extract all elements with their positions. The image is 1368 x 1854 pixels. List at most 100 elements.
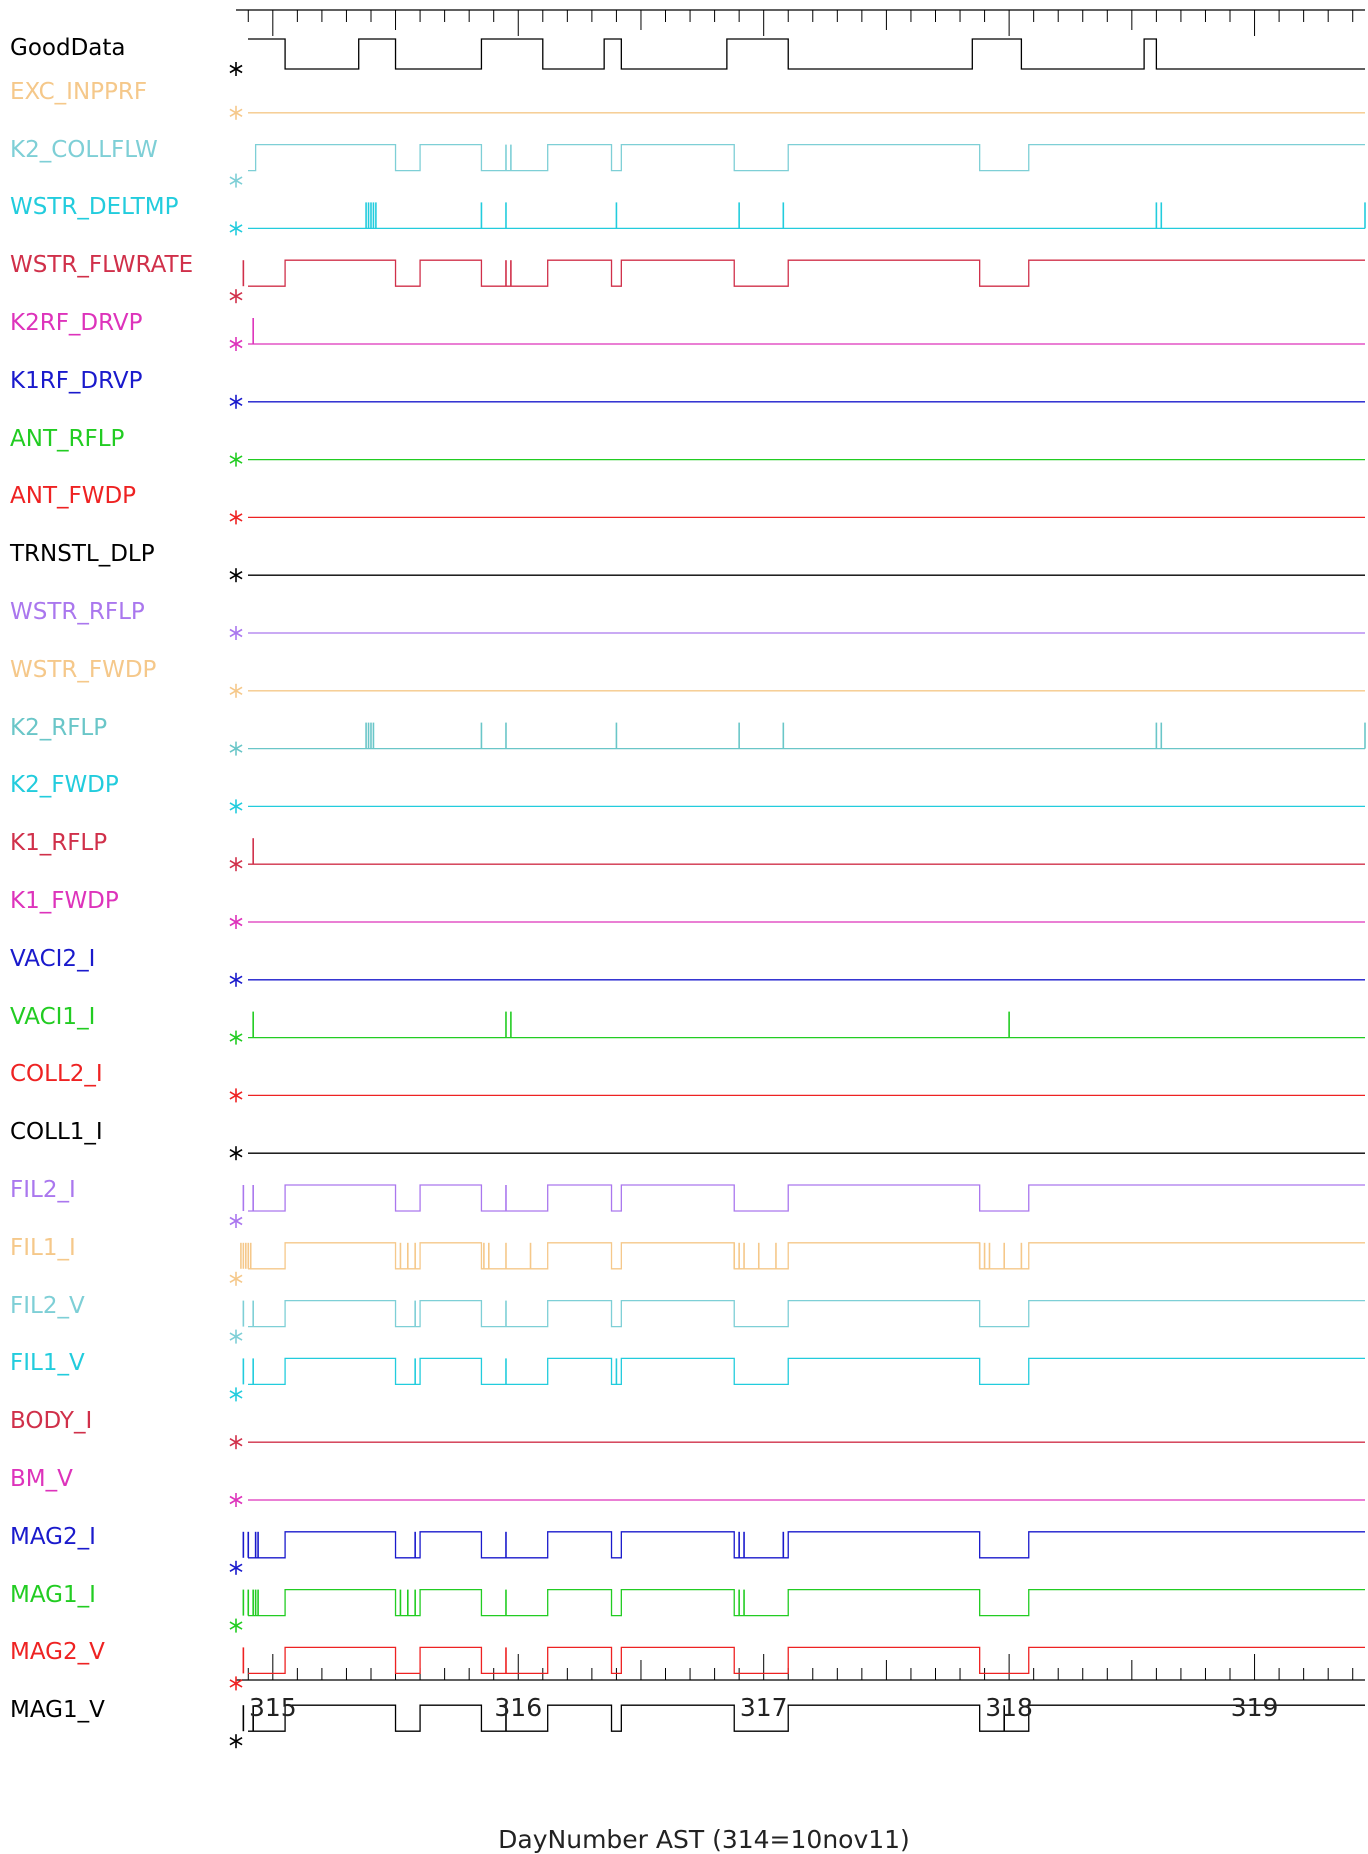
start-marker [229,915,243,929]
trace-label-fil2-i: FIL2_I [10,1177,76,1203]
trace-label-ant-rflp: ANT_RFLP [10,425,125,452]
start-marker [229,1618,243,1633]
start-marker-stroke [229,1216,243,1226]
start-marker-stroke [229,339,243,349]
start-marker-stroke [229,64,243,74]
start-marker [229,1493,243,1507]
start-marker-stroke [229,1091,243,1100]
start-marker-stroke [229,860,243,869]
start-marker-stroke [229,292,243,301]
x-tick-label: 315 [248,1693,297,1722]
start-marker [229,62,243,76]
trace-label-k1rf-drvp: K1RF_DRVP [10,367,143,394]
start-marker-stroke [229,1274,243,1283]
start-marker-stroke [229,744,243,753]
trace-line [248,1531,1365,1559]
start-marker-stroke [229,917,243,927]
trace-line [248,1184,1365,1212]
x-axis-title: DayNumber AST (314=10nov11) [498,1825,910,1854]
trace-line [248,1704,1365,1732]
trace-label-wstr-flwrate: WSTR_FLWRATE [10,252,194,279]
start-marker [229,568,243,583]
start-marker [229,1560,243,1575]
trace-label-vaci1-i: VACI1_I [10,1003,96,1030]
trace-line [248,1588,1365,1617]
start-marker [229,799,243,814]
trace-label-coll2-i: COLL2_I [10,1061,103,1088]
start-marker-stroke [229,108,243,117]
start-marker [229,1734,243,1749]
start-marker [229,173,243,188]
start-marker-stroke [229,802,243,811]
start-marker [229,972,243,987]
trace-label-vaci2-i: VACI2_I [10,945,96,972]
trace-label-fil1-i: FIL1_I [10,1234,76,1261]
trace-label-coll1-i: COLL1_I [10,1119,103,1146]
trace-label-k2-fwdp: K2_FWDP [10,772,119,799]
start-marker-stroke [229,513,243,522]
trace-label-k1-fwdp: K1_FWDP [10,888,119,914]
trace-label-fil2-v: FIL2_V [10,1292,85,1319]
start-marker-stroke [229,686,243,695]
start-marker [229,1676,243,1691]
start-marker-stroke [229,224,243,233]
x-tick-label: 317 [739,1693,788,1722]
start-marker [229,1387,243,1402]
start-marker-stroke [229,1495,243,1505]
trace-line [248,259,1365,287]
start-marker [229,741,243,756]
trace-line [248,1646,1365,1675]
trace-label-gooddata: GoodData [10,35,126,61]
start-marker-stroke [229,975,243,984]
trace-label-body-i: BODY_I [10,1408,93,1435]
start-marker [229,626,243,640]
trace-label-trnstl-dlp: TRNSTL_DLP [10,541,155,568]
start-marker [229,1214,243,1228]
start-marker [229,1088,243,1103]
start-marker [229,1329,243,1344]
trace-label-wstr-deltmp: WSTR_DELTMP [10,194,179,221]
start-marker [229,337,243,351]
start-marker [229,105,243,120]
trace-line [248,1357,1365,1386]
start-marker [229,1435,243,1450]
start-marker-stroke [229,1737,243,1746]
trace-label-wstr-fwdp: WSTR_FWDP [10,656,157,683]
start-marker [229,1271,243,1286]
start-marker [229,452,243,467]
start-marker-stroke [229,1332,243,1341]
start-marker [229,683,243,698]
trace-label-mag1-i: MAG1_I [10,1581,96,1608]
trace-line [248,38,1365,70]
start-marker-stroke [229,176,243,185]
start-marker [229,1030,243,1045]
x-tick-label: 318 [985,1693,1033,1722]
start-marker-stroke [229,1149,243,1158]
trace-label-fil1-v: FIL1_V [10,1350,85,1377]
trace-label-k1-rflp: K1_RFLP [10,830,108,857]
trace-label-exc-inpprf: EXC_INPPRF [10,78,148,105]
start-marker-stroke [229,1621,243,1630]
start-marker-stroke [229,455,243,464]
start-marker-stroke [229,1438,243,1447]
trace-label-mag2-i: MAG2_I [10,1523,96,1550]
trace-label-k2-collflw: K2_COLLFLW [10,136,158,163]
start-marker [229,289,243,304]
x-tick-label: 316 [494,1693,543,1722]
trace-label-mag2-v: MAG2_V [10,1639,105,1666]
trace-label-ant-fwdp: ANT_FWDP [10,483,137,510]
trace-label-k2rf-drvp: K2RF_DRVP [10,310,143,336]
trace-label-wstr-rflp: WSTR_RFLP [10,599,145,625]
trace-line [248,143,1365,172]
start-marker-stroke [229,1563,243,1572]
trace-line [248,1299,1365,1328]
start-marker-stroke [229,1033,243,1042]
start-marker-stroke [229,1390,243,1399]
start-marker [229,1146,243,1161]
trace-label-bm-v: BM_V [10,1466,73,1492]
x-tick-label: 319 [1230,1693,1279,1722]
start-marker-stroke [229,571,243,580]
start-marker [229,510,243,525]
